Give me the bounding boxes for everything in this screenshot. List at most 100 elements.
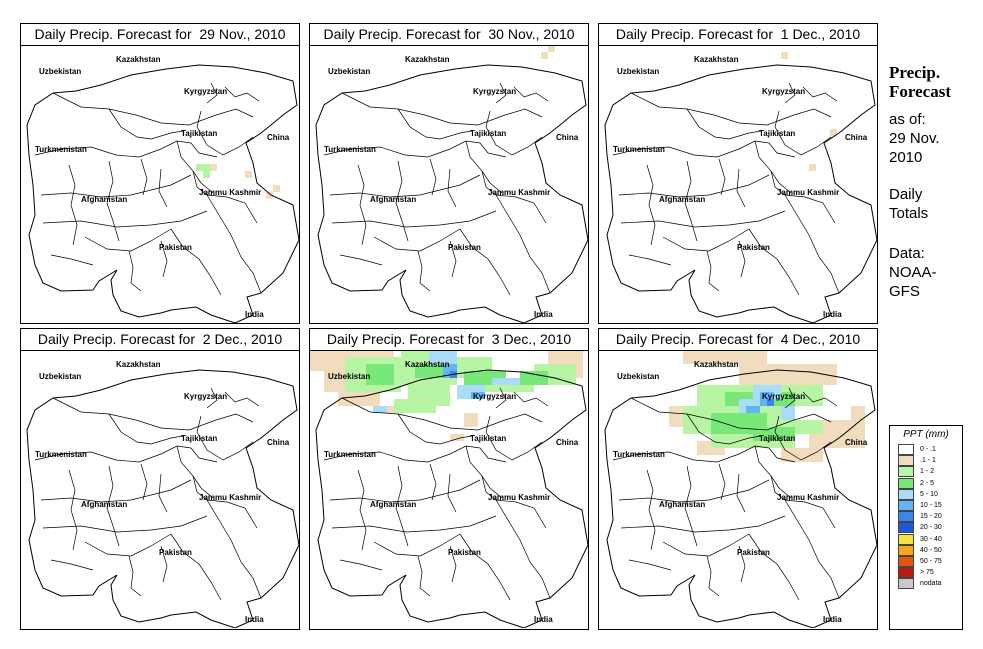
precip-cell bbox=[457, 385, 464, 392]
precip-cell bbox=[816, 420, 823, 427]
precip-cell bbox=[767, 378, 774, 385]
legend-swatch bbox=[898, 533, 914, 545]
map-label-pakistan: Pakistan bbox=[737, 548, 770, 557]
precip-cell bbox=[788, 420, 795, 427]
precip-cell bbox=[450, 434, 457, 441]
precip-cell bbox=[373, 364, 380, 371]
map-label-afghanistan: Afghanistan bbox=[370, 195, 417, 204]
precip-cell bbox=[746, 399, 753, 406]
precip-cell bbox=[464, 413, 471, 420]
map-label-pakistan: Pakistan bbox=[737, 243, 770, 252]
precip-cell bbox=[387, 378, 394, 385]
precip-cell bbox=[767, 371, 774, 378]
forecast-date-day: 29 Nov. bbox=[889, 130, 940, 147]
precip-cell bbox=[746, 427, 753, 434]
precip-cell bbox=[669, 413, 676, 420]
admin-border bbox=[646, 164, 656, 246]
precip-cell bbox=[331, 364, 338, 371]
precip-cell bbox=[273, 185, 280, 192]
precip-cell bbox=[802, 448, 809, 455]
precip-cell bbox=[683, 427, 690, 434]
admin-border bbox=[630, 397, 832, 431]
precip-cell bbox=[830, 434, 837, 441]
precip-cell bbox=[408, 371, 415, 378]
precip-cell bbox=[711, 427, 718, 434]
precip-cell bbox=[245, 171, 252, 178]
precip-cell bbox=[732, 350, 739, 357]
precip-cell bbox=[443, 371, 450, 378]
precip-cell bbox=[851, 434, 858, 441]
precip-cell bbox=[746, 392, 753, 399]
precip-cell bbox=[767, 413, 774, 420]
precip-cell bbox=[725, 385, 732, 392]
legend-title: PPT (mm) bbox=[903, 429, 949, 440]
precip-cell bbox=[415, 378, 422, 385]
precip-cell bbox=[725, 427, 732, 434]
admin-border bbox=[495, 499, 551, 599]
precip-cell bbox=[569, 350, 576, 357]
admin-border bbox=[397, 413, 473, 445]
precip-cell bbox=[739, 357, 746, 364]
precip-cell bbox=[324, 357, 331, 364]
precip-cell bbox=[471, 420, 478, 427]
precip-cell bbox=[753, 420, 760, 427]
precip-cell bbox=[373, 357, 380, 364]
precip-cell bbox=[781, 385, 788, 392]
map-label-jammu-kashmir: Jammu Kashmir bbox=[199, 493, 262, 502]
precip-cell bbox=[760, 399, 767, 406]
data-source-2: GFS bbox=[889, 283, 920, 300]
admin-border bbox=[429, 158, 437, 196]
precip-cell bbox=[429, 399, 436, 406]
precip-cell bbox=[760, 427, 767, 434]
panel-title: Daily Precip. Forecast for 29 Nov., 2010 bbox=[21, 24, 299, 46]
precip-cell bbox=[457, 357, 464, 364]
precip-cell bbox=[422, 378, 429, 385]
precip-cell bbox=[704, 350, 711, 357]
precip-cell bbox=[436, 399, 443, 406]
legend-item: 40 - 50 bbox=[898, 544, 962, 556]
precip-cell bbox=[830, 378, 837, 385]
ppt-legend: PPT (mm) 0 - .1 .1 - 1 1 - 2 2 - 5 5 - 10 10 … bbox=[889, 425, 963, 630]
precip-cell bbox=[732, 357, 739, 364]
precip-cell bbox=[387, 357, 394, 364]
precip-cell bbox=[711, 420, 718, 427]
precip-cell bbox=[415, 385, 422, 392]
admin-border bbox=[40, 174, 192, 198]
precip-cell bbox=[760, 434, 767, 441]
admin-border bbox=[176, 140, 258, 224]
precip-cell bbox=[569, 378, 576, 385]
admin-border bbox=[612, 445, 770, 463]
precip-cell bbox=[739, 399, 746, 406]
precip-cell bbox=[732, 392, 739, 399]
legend-item: 1 - 2 bbox=[898, 466, 962, 478]
admin-border bbox=[706, 555, 720, 597]
precip-cell bbox=[858, 434, 865, 441]
admin-border bbox=[108, 413, 184, 445]
precip-cell bbox=[704, 406, 711, 413]
precip-cell bbox=[823, 364, 830, 371]
precip-cell bbox=[464, 371, 471, 378]
precip-cell bbox=[401, 378, 408, 385]
map-label-afghanistan: Afghanistan bbox=[81, 500, 128, 509]
admin-border bbox=[784, 82, 796, 104]
map-label-afghanistan: Afghanistan bbox=[659, 500, 706, 509]
map-label-jammu-kashmir: Jammu Kashmir bbox=[488, 493, 551, 502]
precip-cell bbox=[352, 350, 359, 357]
precip-cell bbox=[422, 357, 429, 364]
precip-cell bbox=[739, 406, 746, 413]
precip-cell bbox=[401, 357, 408, 364]
admin-border bbox=[206, 82, 218, 104]
precip-cell bbox=[816, 441, 823, 448]
precip-cell bbox=[802, 427, 809, 434]
precip-cell bbox=[569, 357, 576, 364]
precip-cell bbox=[767, 399, 774, 406]
admin-border bbox=[770, 170, 792, 194]
precip-cell bbox=[317, 357, 324, 364]
precip-cell bbox=[746, 357, 753, 364]
precip-cell bbox=[569, 371, 576, 378]
precip-cell bbox=[753, 427, 760, 434]
admin-border bbox=[190, 447, 218, 463]
admin-border bbox=[373, 228, 461, 252]
precip-cell bbox=[359, 399, 366, 406]
admin-border bbox=[628, 559, 672, 571]
